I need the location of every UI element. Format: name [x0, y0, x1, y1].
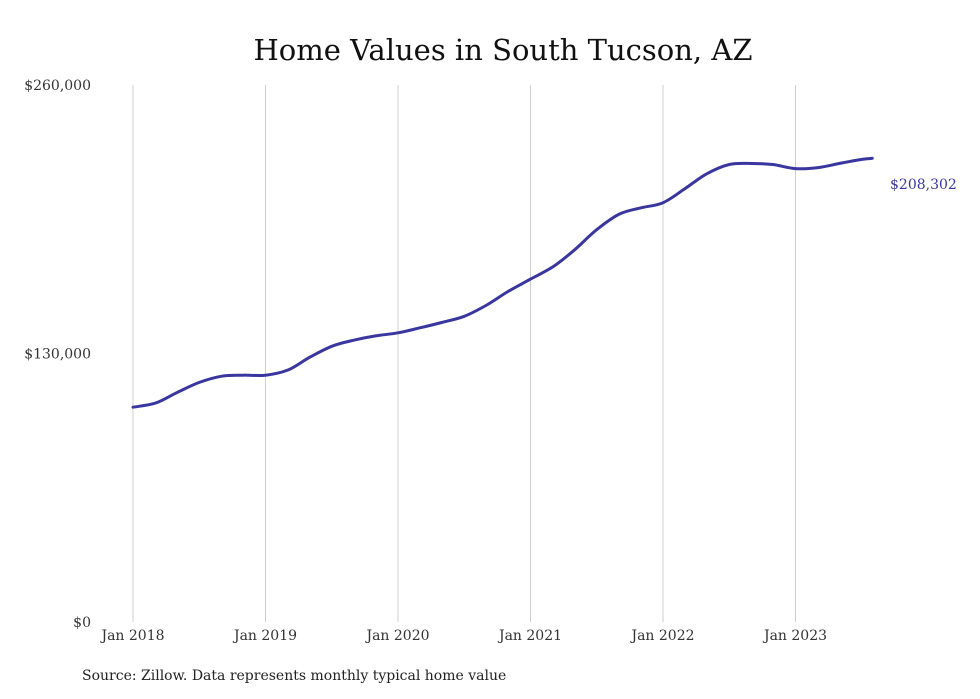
y-axis: $0 $130,000 $260,000 [24, 78, 91, 631]
y-tick-label: $130,000 [24, 347, 91, 363]
series-line-0 [131, 156, 874, 409]
y-tick-label: $260,000 [24, 78, 91, 94]
series-layer [131, 156, 874, 409]
x-tick-label: Jan 2019 [232, 628, 297, 644]
grid-layer [132, 85, 796, 622]
y-tick-label: $0 [73, 615, 91, 631]
x-tick-label: Jan 2023 [762, 628, 827, 644]
end-value-label: $208,302 [890, 177, 957, 193]
x-tick-label: Jan 2022 [629, 628, 694, 644]
x-tick-label: Jan 2020 [364, 628, 429, 644]
source-note: Source: Zillow. Data represents monthly … [82, 668, 507, 684]
x-tick-label: Jan 2021 [497, 628, 562, 644]
point-layer [132, 157, 873, 408]
x-tick-label: Jan 2018 [99, 628, 164, 644]
chart-title: Home Values in South Tucson, AZ [254, 33, 753, 67]
x-axis: Jan 2018 Jan 2019 Jan 2020 Jan 2021 Jan 2022… [99, 628, 827, 644]
